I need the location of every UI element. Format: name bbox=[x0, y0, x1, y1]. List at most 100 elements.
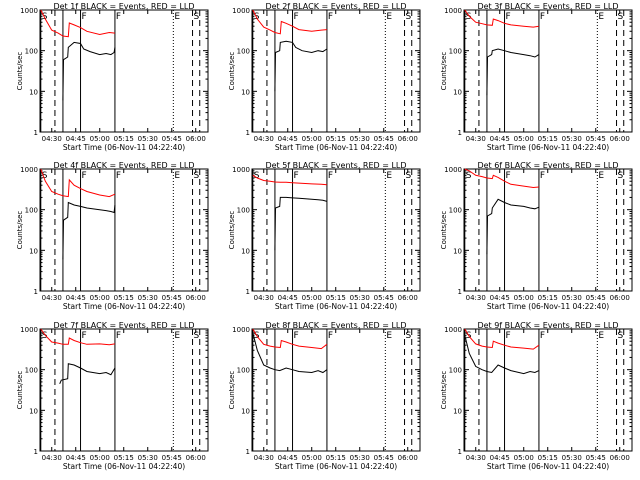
marker-label: F bbox=[328, 12, 333, 22]
marker-label: S bbox=[618, 331, 624, 341]
x-tick-label: 05:30 bbox=[138, 135, 158, 143]
panel-title: Det 5f BLACK = Events, RED = LLD bbox=[265, 161, 406, 170]
series-line-events bbox=[62, 201, 116, 260]
series-line-events bbox=[486, 48, 540, 96]
x-tick-label: 04:45 bbox=[278, 135, 298, 143]
x-tick-label: 05:45 bbox=[586, 294, 606, 302]
marker-label: F bbox=[540, 12, 545, 22]
marker-label: F bbox=[540, 331, 545, 341]
marker-label: S bbox=[406, 171, 412, 181]
x-tick-label: 04:45 bbox=[66, 294, 86, 302]
panel-title: Det 1f BLACK = Events, RED = LLD bbox=[53, 2, 194, 11]
x-tick-label: 04:45 bbox=[278, 454, 298, 462]
y-axis-label: Counts/sec bbox=[16, 371, 24, 410]
x-tick-label: 04:45 bbox=[490, 294, 510, 302]
x-tick-label: 05:15 bbox=[114, 135, 134, 143]
y-tick-label: 10 bbox=[453, 88, 462, 96]
y-tick-label: 10 bbox=[241, 247, 250, 255]
x-tick-label: 05:00 bbox=[514, 294, 534, 302]
x-axis-label: Start Time (06-Nov-11 04:22:40) bbox=[275, 302, 397, 311]
x-tick-label: 06:00 bbox=[610, 454, 630, 462]
x-tick-label: 05:45 bbox=[162, 135, 182, 143]
y-tick-label: 1000 bbox=[444, 326, 462, 334]
x-tick-label: 04:30 bbox=[466, 454, 486, 462]
x-tick-label: 05:30 bbox=[562, 294, 582, 302]
y-axis-label: Counts/sec bbox=[16, 211, 24, 250]
x-tick-label: 05:15 bbox=[538, 454, 558, 462]
marker-label: E bbox=[386, 171, 392, 181]
marker-label: F bbox=[506, 12, 511, 22]
marker-label: E bbox=[386, 12, 392, 22]
y-tick-label: 1000 bbox=[444, 7, 462, 15]
marker-label: S bbox=[466, 12, 472, 22]
x-axis-label: Start Time (06-Nov-11 04:22:40) bbox=[275, 143, 397, 152]
x-tick-label: 05:30 bbox=[138, 294, 158, 302]
y-tick-label: 10 bbox=[29, 88, 38, 96]
y-tick-label: 100 bbox=[25, 367, 38, 375]
series-line-events bbox=[274, 196, 328, 251]
marker-label: F bbox=[328, 331, 333, 341]
y-tick-label: 1 bbox=[458, 129, 462, 137]
x-tick-label: 04:30 bbox=[254, 294, 274, 302]
y-tick-label: 10 bbox=[453, 407, 462, 415]
x-tick-label: 05:00 bbox=[514, 454, 534, 462]
y-tick-label: 1 bbox=[34, 448, 38, 456]
x-tick-label: 05:00 bbox=[90, 294, 110, 302]
panel-title: Det 4f BLACK = Events, RED = LLD bbox=[53, 161, 194, 170]
series-line-lld bbox=[464, 328, 540, 350]
y-tick-label: 100 bbox=[449, 48, 462, 56]
x-tick-label: 04:30 bbox=[254, 454, 274, 462]
y-tick-label: 100 bbox=[25, 207, 38, 215]
x-tick-label: 06:00 bbox=[398, 135, 418, 143]
marker-label: E bbox=[174, 12, 180, 22]
y-axis-label: Counts/sec bbox=[440, 371, 448, 410]
y-tick-label: 1000 bbox=[20, 7, 38, 15]
x-tick-label: 05:45 bbox=[586, 454, 606, 462]
marker-label: S bbox=[618, 12, 624, 22]
marker-label: S bbox=[254, 171, 260, 181]
y-tick-label: 10 bbox=[29, 407, 38, 415]
series-line-lld bbox=[40, 328, 115, 346]
x-tick-label: 04:30 bbox=[42, 454, 62, 462]
marker-label: F bbox=[82, 12, 87, 22]
x-axis-label: Start Time (06-Nov-11 04:22:40) bbox=[275, 462, 397, 471]
x-tick-label: 05:00 bbox=[514, 135, 534, 143]
series-line-events bbox=[274, 40, 328, 92]
panel-title: Det 7f BLACK = Events, RED = LLD bbox=[53, 321, 194, 330]
x-tick-label: 05:15 bbox=[114, 454, 134, 462]
panel-title: Det 9f BLACK = Events, RED = LLD bbox=[477, 321, 618, 330]
marker-label: S bbox=[618, 171, 624, 181]
marker-label: E bbox=[598, 331, 604, 341]
x-tick-label: 05:00 bbox=[302, 135, 322, 143]
x-tick-label: 06:00 bbox=[186, 294, 206, 302]
y-axis-label: Counts/sec bbox=[228, 52, 236, 91]
marker-label: E bbox=[598, 171, 604, 181]
x-tick-label: 04:45 bbox=[490, 454, 510, 462]
x-tick-label: 06:00 bbox=[398, 294, 418, 302]
marker-label: S bbox=[194, 331, 200, 341]
y-tick-label: 1 bbox=[34, 288, 38, 296]
y-tick-label: 100 bbox=[237, 207, 250, 215]
y-tick-label: 1000 bbox=[232, 166, 250, 174]
y-tick-label: 10 bbox=[29, 247, 38, 255]
x-tick-label: 05:30 bbox=[138, 454, 158, 462]
marker-label: S bbox=[194, 171, 200, 181]
marker-label: F bbox=[82, 331, 87, 341]
y-tick-label: 1 bbox=[34, 129, 38, 137]
y-tick-label: 100 bbox=[25, 48, 38, 56]
panel-title: Det 6f BLACK = Events, RED = LLD bbox=[477, 161, 618, 170]
marker-label: F bbox=[540, 171, 545, 181]
marker-label: F bbox=[116, 331, 121, 341]
series-line-events bbox=[62, 41, 116, 101]
x-tick-label: 06:00 bbox=[186, 454, 206, 462]
y-tick-label: 1 bbox=[458, 448, 462, 456]
x-axis-label: Start Time (06-Nov-11 04:22:40) bbox=[487, 302, 609, 311]
marker-label: F bbox=[116, 12, 121, 22]
